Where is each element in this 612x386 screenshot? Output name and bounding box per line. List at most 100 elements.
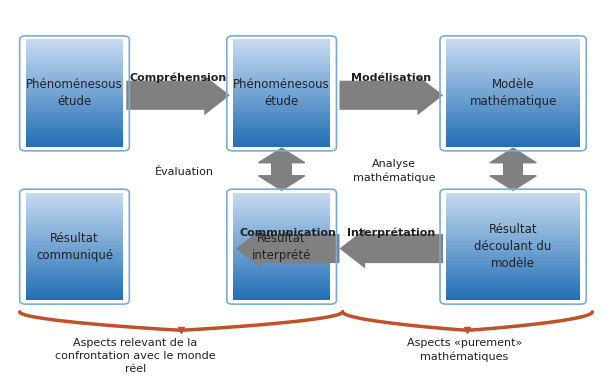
Bar xyxy=(233,120,330,123)
Bar xyxy=(233,107,330,110)
Bar xyxy=(446,227,580,230)
Polygon shape xyxy=(340,75,443,115)
Bar xyxy=(233,45,330,48)
Bar xyxy=(503,163,523,176)
Bar xyxy=(26,71,123,74)
Bar xyxy=(233,66,330,69)
Bar xyxy=(26,273,123,276)
Bar xyxy=(26,69,123,72)
Bar xyxy=(446,80,580,83)
Bar xyxy=(233,71,330,74)
Bar xyxy=(26,45,123,48)
Bar xyxy=(233,244,330,247)
Bar xyxy=(446,235,580,239)
Bar xyxy=(446,209,580,212)
Bar xyxy=(26,98,123,102)
Bar xyxy=(446,198,580,201)
Bar xyxy=(233,80,330,83)
Bar xyxy=(26,276,123,279)
Bar xyxy=(233,214,330,217)
Polygon shape xyxy=(490,176,536,190)
Bar xyxy=(446,260,580,263)
Bar xyxy=(233,47,330,51)
Bar xyxy=(233,53,330,56)
Bar xyxy=(26,297,123,300)
Bar xyxy=(446,297,580,300)
Bar xyxy=(233,203,330,207)
Bar xyxy=(26,112,123,115)
Text: Évaluation: Évaluation xyxy=(155,167,214,177)
Bar xyxy=(26,96,123,99)
Bar xyxy=(26,139,123,142)
Bar xyxy=(26,56,123,59)
Bar xyxy=(26,262,123,266)
Bar xyxy=(446,193,580,196)
Bar xyxy=(233,82,330,85)
Polygon shape xyxy=(236,229,340,269)
Bar xyxy=(26,120,123,123)
Bar xyxy=(446,144,580,147)
Bar xyxy=(26,53,123,56)
Bar xyxy=(446,295,580,298)
Bar xyxy=(446,252,580,255)
Bar xyxy=(26,284,123,287)
Bar xyxy=(233,74,330,77)
Bar xyxy=(26,257,123,260)
Polygon shape xyxy=(490,148,536,163)
Bar xyxy=(446,93,580,96)
Bar xyxy=(446,128,580,131)
Bar xyxy=(446,217,580,220)
Bar xyxy=(446,58,580,61)
Bar xyxy=(26,271,123,273)
Text: Aspects «purement»
mathématiques: Aspects «purement» mathématiques xyxy=(407,338,522,362)
Bar xyxy=(233,139,330,142)
Bar xyxy=(446,82,580,85)
Bar xyxy=(233,286,330,290)
Bar xyxy=(446,222,580,225)
Bar xyxy=(233,276,330,279)
Bar xyxy=(233,85,330,88)
Bar xyxy=(233,268,330,271)
Bar xyxy=(233,246,330,249)
Bar xyxy=(233,117,330,120)
Bar xyxy=(446,71,580,74)
Bar xyxy=(233,209,330,212)
Bar xyxy=(26,50,123,53)
Bar xyxy=(26,238,123,241)
Bar xyxy=(26,268,123,271)
Bar xyxy=(26,101,123,104)
Bar xyxy=(446,220,580,222)
Bar xyxy=(26,66,123,69)
Bar xyxy=(26,61,123,64)
Bar xyxy=(233,225,330,228)
Bar xyxy=(233,217,330,220)
Bar xyxy=(26,203,123,207)
Bar xyxy=(26,286,123,290)
Bar xyxy=(233,193,330,196)
Bar xyxy=(446,141,580,144)
Bar xyxy=(233,141,330,144)
Bar xyxy=(446,130,580,134)
Bar xyxy=(26,281,123,284)
Bar xyxy=(446,262,580,266)
Bar xyxy=(26,107,123,110)
Bar xyxy=(233,222,330,225)
Bar xyxy=(26,144,123,147)
Bar xyxy=(446,292,580,295)
Bar xyxy=(446,214,580,217)
Bar xyxy=(446,244,580,247)
Bar xyxy=(233,206,330,209)
Bar xyxy=(446,112,580,115)
Bar xyxy=(26,295,123,298)
Bar xyxy=(233,77,330,80)
Bar xyxy=(446,104,580,107)
Bar xyxy=(26,136,123,139)
Bar xyxy=(26,133,123,136)
Bar xyxy=(233,122,330,125)
Bar xyxy=(271,163,292,176)
Bar xyxy=(26,209,123,212)
Bar xyxy=(233,39,330,42)
Bar xyxy=(446,273,580,276)
Bar xyxy=(233,50,330,53)
Bar xyxy=(26,252,123,255)
